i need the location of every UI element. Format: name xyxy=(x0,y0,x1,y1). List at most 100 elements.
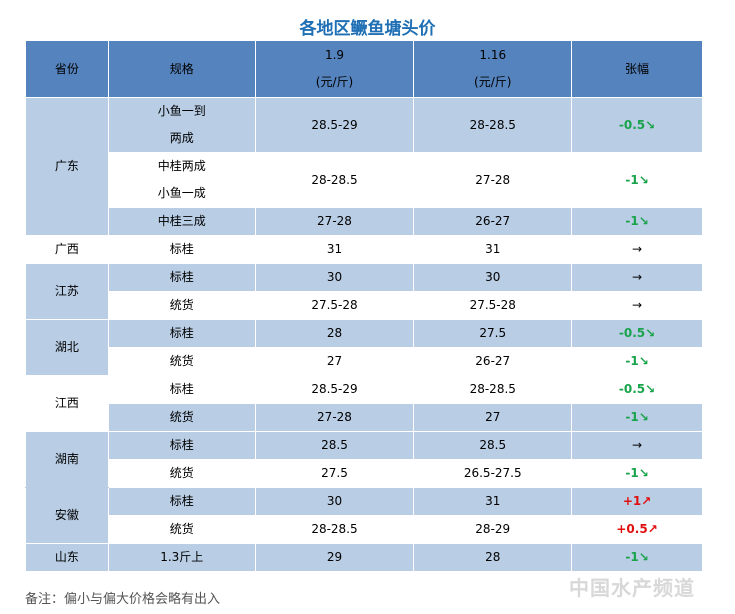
table-title: 各地区鳜鱼塘头价 xyxy=(299,19,436,39)
table-row: 江苏 标桂 30 30 → xyxy=(25,263,703,320)
table-row: 统货 27 26-27 -1↘ xyxy=(26,347,703,376)
change-cell: -1↘ xyxy=(571,152,703,208)
table-row: 统货 28-28.5 28-29 +0.5↗ xyxy=(26,515,703,544)
change-value: -1↘ xyxy=(625,354,649,368)
spec-line: 标桂 xyxy=(169,494,194,508)
spec-cell: 标桂 xyxy=(107,487,256,516)
change-value: → xyxy=(632,270,643,284)
price-cell: 26-27 xyxy=(413,207,573,236)
price-cell: 26.5-27.5 xyxy=(413,459,573,488)
change-cell: -0.5↘ xyxy=(571,97,703,153)
change-cell: -0.5↘ xyxy=(571,319,703,348)
province-cell: 湖北 xyxy=(25,319,109,376)
price-cell: 28.5 xyxy=(413,431,573,460)
price-cell: 27-28 xyxy=(413,152,573,208)
change-cell: -0.5↘ xyxy=(571,375,703,404)
spec-line: 统货 xyxy=(169,354,194,368)
spec-line: 标桂 xyxy=(169,242,194,256)
table-row: 安徽 标桂 30 31 +1↗ xyxy=(25,487,703,544)
price-cell: 29 xyxy=(254,543,415,572)
price-cell: 27.5 xyxy=(254,459,415,488)
spec-line: 两成 xyxy=(169,131,194,145)
price-cell: 28-29 xyxy=(413,515,573,544)
change-value: -1↘ xyxy=(625,466,649,480)
change-value: -1↘ xyxy=(625,410,649,424)
price-cell: 30 xyxy=(413,263,573,292)
change-cell: -1↘ xyxy=(571,403,703,432)
spec-cell: 标桂 xyxy=(107,431,256,460)
change-value: -1↘ xyxy=(625,172,649,187)
province-cell: 湖南 xyxy=(25,431,109,488)
price-cell: 28-28.5 xyxy=(254,152,415,208)
province-cell: 广西 xyxy=(25,235,109,264)
header-date: 1.9 xyxy=(324,48,345,62)
spec-cell: 标桂 xyxy=(107,235,256,264)
price-cell: 27-28 xyxy=(254,207,415,236)
spec-line: 标桂 xyxy=(169,382,194,396)
spec-cell: 小鱼一到 两成 xyxy=(107,97,256,153)
header-unit: (元/斤) xyxy=(315,75,354,89)
price-cell: 28-28.5 xyxy=(413,375,573,404)
spec-cell: 1.3斤上 xyxy=(107,543,256,572)
change-value: → xyxy=(632,298,643,312)
spec-line: 小鱼一成 xyxy=(157,186,206,200)
spec-line: 统货 xyxy=(169,298,194,312)
price-cell: 28.5-29 xyxy=(254,97,415,153)
spec-cell: 中桂两成 小鱼一成 xyxy=(107,152,256,208)
spec-cell: 标桂 xyxy=(107,375,256,404)
change-cell: +1↗ xyxy=(571,487,703,516)
price-cell: 26-27 xyxy=(413,347,573,376)
header-row: 省份 规格 1.9 (元/斤) 1.16 (元/斤) 张幅 xyxy=(25,40,703,98)
price-cell: 30 xyxy=(254,487,415,516)
price-cell: 28-28.5 xyxy=(254,515,415,544)
spec-line: 统货 xyxy=(169,410,194,424)
table-row: 江西 标桂 28.5-29 28-28.5 -0.5↘ xyxy=(25,375,703,432)
spec-line: 标桂 xyxy=(169,438,194,452)
header-cell: 张幅 xyxy=(571,40,703,98)
table-row: 广东 小鱼一到 两成 28.5-29 28-28.5 -0.5↘ xyxy=(25,97,703,236)
spec-cell: 统货 xyxy=(107,459,256,488)
price-cell: 31 xyxy=(413,487,573,516)
change-value: -0.5↘ xyxy=(618,326,656,340)
header-cell: 省份 xyxy=(25,40,109,98)
change-value: → xyxy=(632,438,643,452)
change-value: +1↗ xyxy=(622,494,652,508)
spec-line: 标桂 xyxy=(169,270,194,284)
change-value: +0.5↗ xyxy=(616,522,658,536)
change-cell: -1↘ xyxy=(571,543,703,572)
spec-cell: 统货 xyxy=(107,347,256,376)
watermark: 中国水产频道 xyxy=(569,576,695,600)
spec-cell: 统货 xyxy=(107,291,256,320)
header-unit: (元/斤) xyxy=(474,75,512,89)
change-cell: → xyxy=(571,291,703,320)
spec-line: 中桂三成 xyxy=(157,214,206,228)
price-cell: 27-28 xyxy=(254,403,415,432)
price-cell: 31 xyxy=(413,235,573,264)
table-row: 山东 1.3斤上 29 28 -1↘ xyxy=(25,543,703,572)
price-table: 省份 规格 1.9 (元/斤) 1.16 (元/斤) 张幅 广东 小鱼一到 两成 28.5… xyxy=(25,40,703,572)
province-cell: 安徽 xyxy=(25,487,109,544)
province-cell: 江苏 xyxy=(25,263,109,320)
price-cell: 28.5 xyxy=(254,431,415,460)
table-row: 统货 27.5-28 27.5-28 → xyxy=(26,291,703,320)
header-cell: 1.16 (元/斤) xyxy=(413,40,573,98)
province-cell: 江西 xyxy=(25,375,109,432)
spec-line: 中桂两成 xyxy=(157,159,206,173)
spec-line: 统货 xyxy=(169,522,194,536)
spec-line: 统货 xyxy=(169,466,194,480)
province-cell: 山东 xyxy=(25,543,109,572)
spec-cell: 统货 xyxy=(107,403,256,432)
price-cell: 27.5 xyxy=(413,319,573,348)
change-value: -0.5↘ xyxy=(618,382,656,396)
change-value: -1↘ xyxy=(625,214,649,228)
province-cell: 广东 xyxy=(25,97,109,236)
spec-cell: 标桂 xyxy=(107,319,256,348)
price-cell: 31 xyxy=(254,235,415,264)
table-row: 统货 27.5 26.5-27.5 -1↘ xyxy=(26,459,703,488)
price-cell: 27.5-28 xyxy=(254,291,415,320)
price-cell: 28.5-29 xyxy=(254,375,415,404)
footnote: 备注：偏小与偏大价格会略有出入 xyxy=(25,592,221,607)
spec-cell: 中桂三成 xyxy=(107,207,256,236)
price-cell: 30 xyxy=(254,263,415,292)
